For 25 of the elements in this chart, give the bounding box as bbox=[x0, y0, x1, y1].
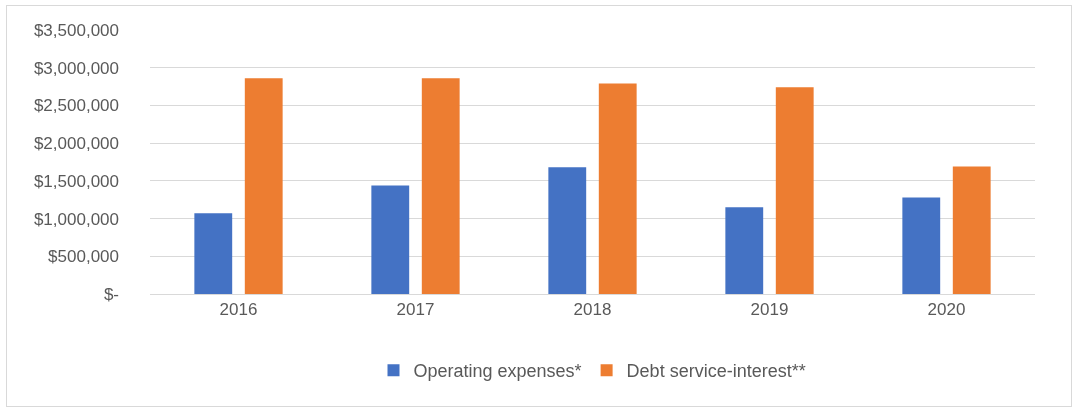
y-tick-label: $2,000,000 bbox=[33, 134, 119, 154]
bar bbox=[902, 197, 941, 294]
bar bbox=[421, 78, 460, 294]
y-tick-label: $1,000,000 bbox=[33, 209, 119, 229]
x-tick-label: 2016 bbox=[219, 300, 258, 320]
bar bbox=[548, 167, 587, 294]
bar bbox=[952, 166, 991, 294]
legend-label: Operating expenses* bbox=[413, 361, 582, 382]
y-tick-label: $3,000,000 bbox=[33, 58, 119, 78]
bar bbox=[244, 78, 283, 294]
y-tick-label: $3,500,000 bbox=[33, 20, 119, 40]
x-tick-label: 2018 bbox=[573, 300, 612, 320]
bar bbox=[725, 207, 764, 294]
bar bbox=[775, 87, 814, 294]
x-tick-label: 2017 bbox=[396, 300, 435, 320]
bar bbox=[194, 213, 233, 294]
bar bbox=[598, 83, 637, 294]
y-tick-label: $2,500,000 bbox=[33, 96, 119, 116]
y-tick-label: $- bbox=[103, 284, 119, 304]
legend-label: Debt service-interest** bbox=[626, 361, 806, 382]
y-tick-label: $1,500,000 bbox=[33, 171, 119, 191]
x-tick-label: 2020 bbox=[927, 300, 966, 320]
x-tick-label: 2019 bbox=[750, 300, 789, 320]
y-tick-label: $500,000 bbox=[48, 247, 119, 267]
bar bbox=[371, 185, 410, 294]
